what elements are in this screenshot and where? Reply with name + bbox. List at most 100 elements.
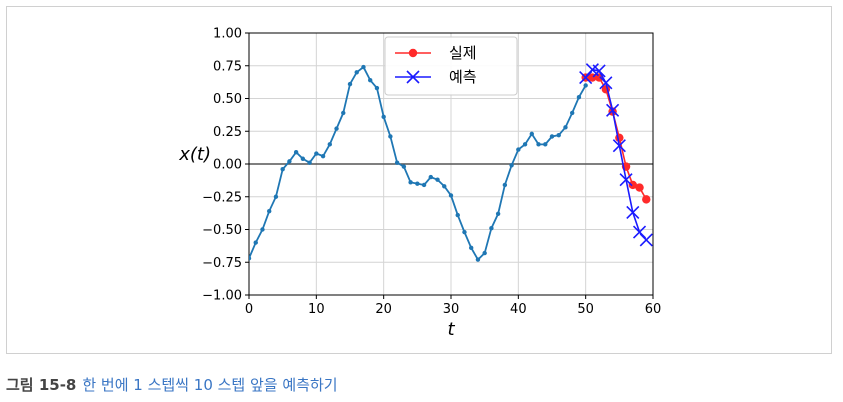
legend-entry: 실제 bbox=[395, 44, 477, 62]
data-point bbox=[516, 147, 521, 152]
legend-label: 실제 bbox=[449, 44, 477, 62]
series bbox=[249, 63, 653, 262]
data-point bbox=[273, 194, 279, 199]
y-tick-label: 0.50 bbox=[213, 92, 242, 107]
data-point bbox=[522, 142, 528, 147]
x-tick-label: 30 bbox=[443, 302, 460, 317]
x-tick-label: 20 bbox=[375, 302, 392, 317]
data-point bbox=[583, 83, 588, 88]
data-point bbox=[421, 182, 427, 188]
data-point bbox=[475, 257, 481, 262]
data-point-stroke bbox=[632, 225, 647, 239]
legend-label: 예측 bbox=[449, 68, 477, 86]
data-point bbox=[388, 134, 393, 139]
data-point bbox=[249, 256, 252, 261]
data-point bbox=[509, 163, 514, 168]
y-tick-label: 1.00 bbox=[213, 27, 242, 42]
caption-label: 그림 15-8 bbox=[6, 376, 77, 394]
data-point-stroke bbox=[406, 70, 420, 84]
data-point bbox=[280, 167, 285, 172]
x-tick-label: 10 bbox=[308, 302, 325, 317]
data-point bbox=[354, 70, 359, 75]
data-point bbox=[334, 126, 339, 131]
y-tick-label: 0.00 bbox=[213, 158, 242, 173]
data-point bbox=[615, 133, 624, 142]
y-tick-label: 0.75 bbox=[213, 59, 242, 74]
data-point bbox=[374, 85, 380, 91]
data-point bbox=[502, 182, 508, 188]
data-point bbox=[642, 195, 651, 204]
data-point-stroke bbox=[626, 205, 640, 220]
data-point bbox=[287, 159, 292, 164]
data-point bbox=[428, 174, 433, 180]
series-0 bbox=[249, 64, 588, 262]
x-tick-label: 50 bbox=[577, 302, 594, 317]
data-point bbox=[442, 184, 447, 189]
data-point bbox=[570, 110, 575, 116]
data-point bbox=[406, 70, 420, 84]
data-point bbox=[639, 233, 653, 247]
line-chart: 0 10 20 30 40 50 60 1.00 0.75 0.50 0.25 0.00 −0.25 −0… bbox=[178, 27, 661, 341]
caption-text: 한 번에 1 스텝씩 10 스텝 앞을 예측하기 bbox=[82, 376, 338, 394]
data-point-stroke bbox=[599, 76, 613, 90]
y-tick-label: 0.25 bbox=[213, 125, 242, 140]
data-point-stroke bbox=[592, 64, 606, 78]
data-point bbox=[612, 139, 626, 153]
data-point bbox=[361, 64, 366, 70]
data-point bbox=[347, 81, 353, 87]
legend-entry: 예측 bbox=[395, 68, 477, 86]
data-point bbox=[635, 183, 644, 192]
figure-frame: 0 10 20 30 40 50 60 1.00 0.75 0.50 0.25 0.00 −0.25 −0… bbox=[6, 6, 832, 354]
legend-box bbox=[384, 36, 518, 96]
data-point bbox=[543, 142, 548, 147]
series-line bbox=[585, 68, 647, 241]
figure-caption: 그림 15-8 한 번에 1 스텝씩 10 스텝 앞을 예측하기 bbox=[6, 374, 338, 395]
data-point bbox=[563, 125, 568, 130]
data-point bbox=[455, 212, 460, 218]
y-tick-label: −0.25 bbox=[202, 190, 242, 205]
data-point bbox=[462, 229, 467, 235]
data-point bbox=[253, 240, 258, 245]
data-point bbox=[314, 151, 319, 156]
data-point bbox=[381, 114, 386, 120]
data-point bbox=[576, 94, 582, 100]
data-point bbox=[408, 180, 413, 185]
data-point bbox=[435, 177, 440, 182]
data-point bbox=[536, 142, 541, 147]
data-point bbox=[482, 250, 487, 256]
data-point bbox=[549, 134, 555, 139]
data-point bbox=[592, 64, 606, 78]
data-point bbox=[260, 227, 265, 232]
data-point bbox=[293, 150, 299, 155]
axes: 0 10 20 30 40 50 60 1.00 0.75 0.50 0.25 0.00 −0.25 −0… bbox=[178, 27, 661, 341]
x-axis-label: t bbox=[447, 319, 455, 340]
data-point bbox=[307, 160, 312, 165]
data-point bbox=[495, 211, 501, 216]
data-point bbox=[529, 131, 534, 137]
data-point bbox=[368, 77, 373, 83]
data-point-stroke bbox=[619, 173, 633, 187]
x-tick-label: 40 bbox=[510, 302, 527, 317]
y-tick-label: −0.75 bbox=[202, 256, 242, 271]
data-point bbox=[489, 225, 494, 231]
data-point bbox=[408, 48, 418, 58]
data-point-stroke bbox=[606, 103, 620, 117]
data-point bbox=[599, 76, 613, 90]
series-2 bbox=[579, 63, 653, 247]
data-point-stroke bbox=[612, 139, 626, 153]
x-tick-label: 60 bbox=[645, 302, 662, 317]
data-point bbox=[394, 160, 400, 165]
data-point bbox=[267, 208, 272, 214]
data-point bbox=[469, 245, 474, 251]
data-point bbox=[341, 110, 346, 116]
data-point bbox=[448, 193, 454, 198]
data-point bbox=[626, 205, 640, 220]
data-point-stroke bbox=[585, 63, 599, 77]
y-tick-label: −1.00 bbox=[202, 289, 242, 304]
data-point bbox=[415, 181, 420, 186]
x-tick-label: 0 bbox=[245, 302, 253, 317]
data-point bbox=[628, 180, 637, 190]
data-point bbox=[556, 132, 561, 138]
data-point bbox=[327, 142, 332, 147]
